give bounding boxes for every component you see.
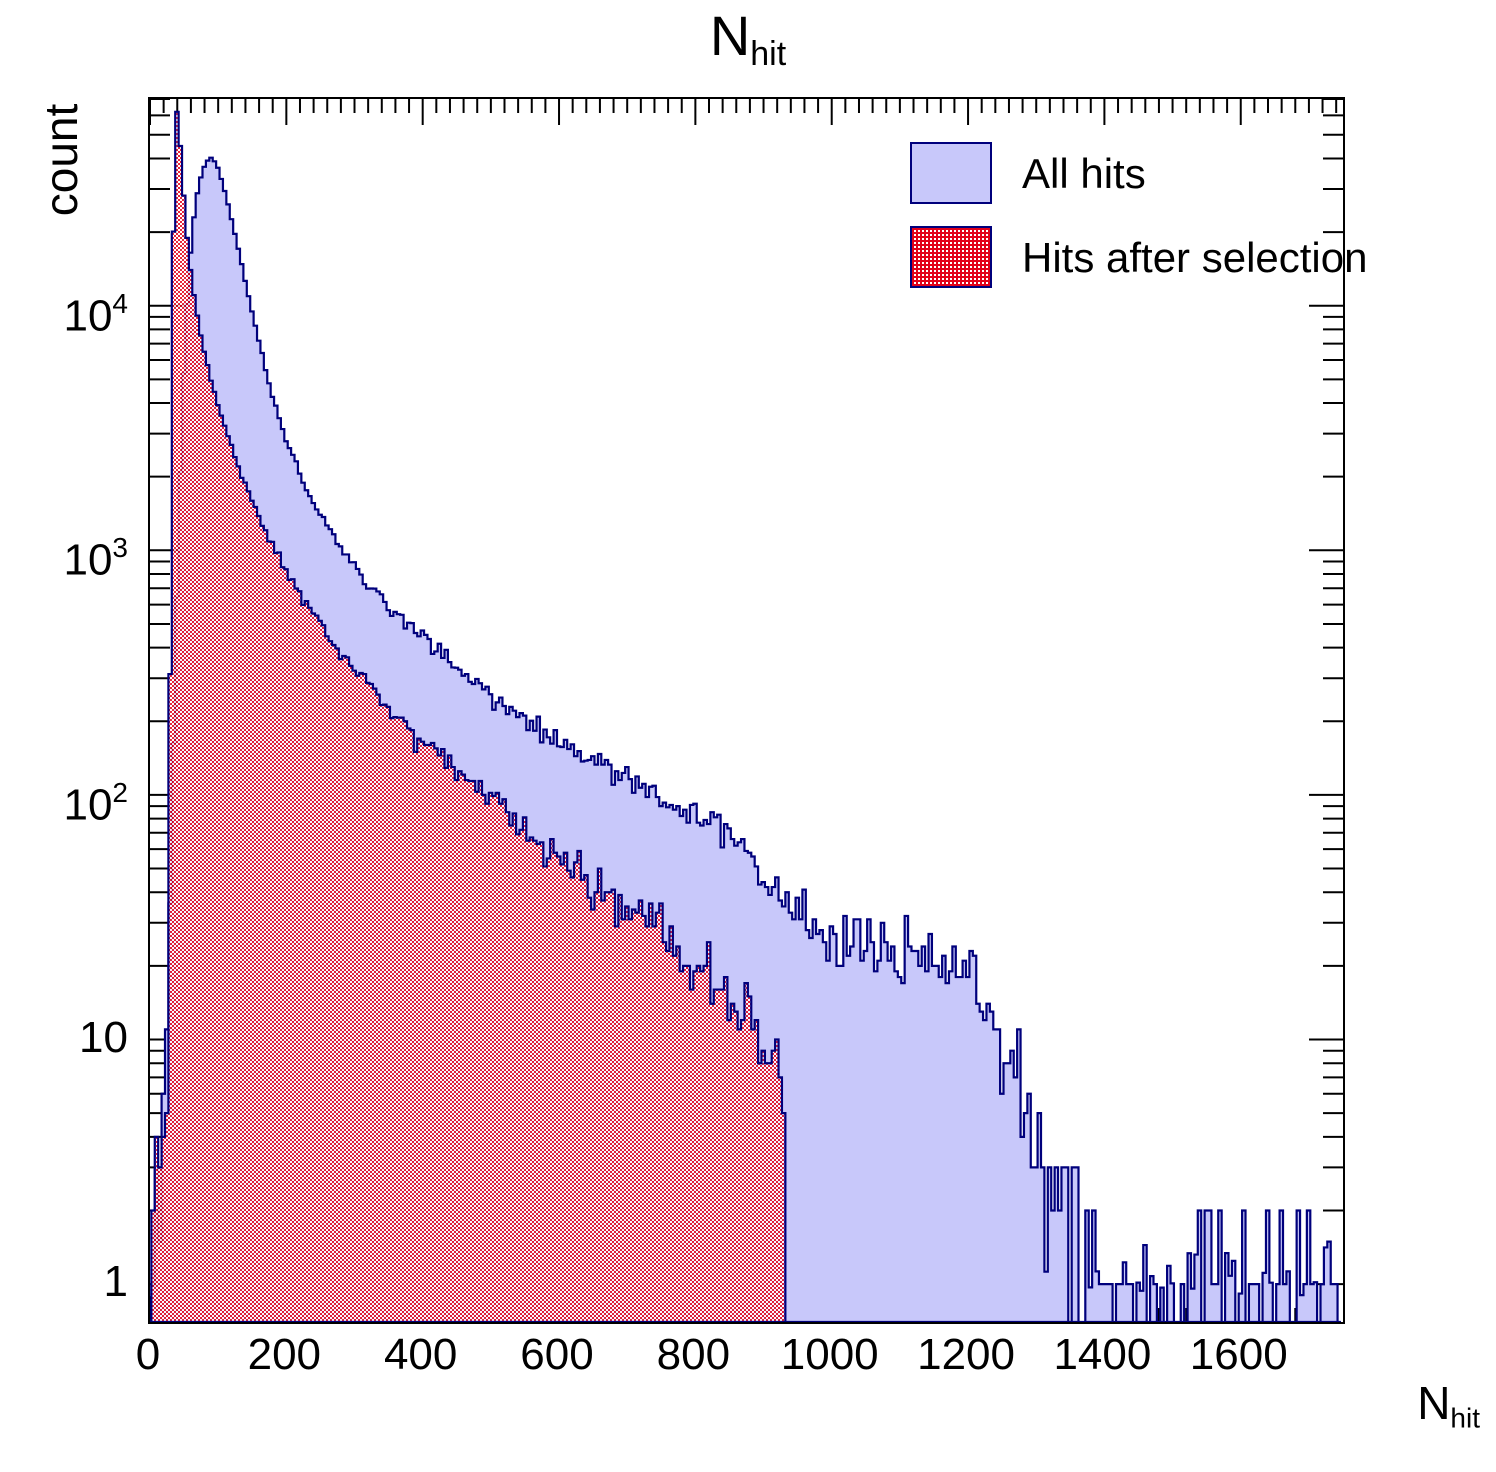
plot-frame	[148, 97, 1345, 1324]
y-tick-label: 103	[8, 526, 128, 582]
legend-swatch-all-hits	[910, 142, 992, 204]
y-tick-base: 10	[63, 535, 113, 585]
x-tick-label: 0	[135, 1330, 161, 1379]
legend-swatch-hits-after-selection	[910, 226, 992, 288]
y-tick-exponent: 4	[112, 287, 128, 319]
x-tick-label: 200	[247, 1330, 322, 1379]
xlabel-base: N	[1417, 1377, 1451, 1429]
legend-item-hits-after-selection[interactable]: Hits after selection	[910, 226, 1367, 292]
x-tick-label: 1000	[780, 1330, 879, 1379]
y-tick-exponent: 3	[112, 532, 128, 564]
x-axis-title: Nhit	[1417, 1378, 1480, 1443]
title-base: N	[709, 4, 751, 67]
xlabel-subscript: hit	[1450, 1402, 1480, 1434]
legend-label-hits-after-selection: Hits after selection	[1022, 234, 1368, 281]
x-tick-label: 1600	[1189, 1330, 1288, 1379]
y-tick-label: 104	[8, 282, 128, 338]
x-tick-label: 1200	[917, 1330, 1015, 1379]
x-tick-label: 400	[383, 1330, 458, 1379]
y-tick-base: 10	[63, 780, 113, 830]
y-tick-label: 1	[8, 1260, 128, 1304]
x-tick-label: 800	[656, 1330, 731, 1379]
series-hits-after-selection	[150, 110, 787, 1322]
y-tick-base: 1	[103, 1257, 128, 1307]
histogram-svg	[150, 99, 1343, 1322]
y-tick-base: 10	[79, 1012, 128, 1062]
legend-item-all-hits[interactable]: All hits	[910, 142, 1290, 208]
y-tick-exponent: 2	[112, 776, 128, 808]
legend: All hits Hits after selection	[910, 142, 1367, 292]
x-tick-label: 1400	[1053, 1330, 1152, 1379]
title-subscript: hit	[750, 35, 787, 74]
y-axis-title: count	[35, 103, 87, 217]
page-title: Nhit	[0, 6, 1496, 84]
y-tick-label: 102	[8, 771, 128, 827]
y-tick-label: 10	[8, 1012, 128, 1062]
x-tick-label: 600	[520, 1330, 594, 1379]
legend-label-all-hits: All hits	[1022, 150, 1146, 197]
y-tick-base: 10	[63, 291, 113, 341]
